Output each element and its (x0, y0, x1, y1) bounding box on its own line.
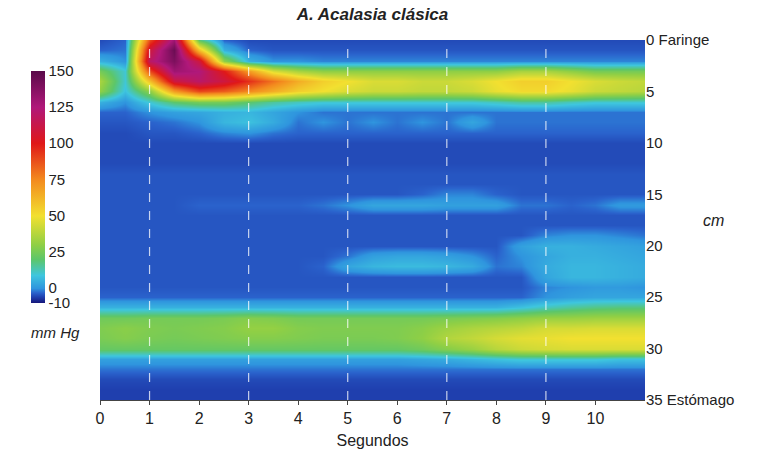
svg-text:-10: -10 (49, 294, 71, 311)
svg-text:1: 1 (145, 410, 154, 427)
svg-text:9: 9 (541, 410, 550, 427)
svg-text:A. Acalasia clásica: A. Acalasia clásica (296, 5, 449, 24)
svg-text:150: 150 (49, 62, 74, 79)
svg-text:10: 10 (646, 134, 663, 151)
svg-text:cm: cm (703, 212, 724, 229)
svg-text:0: 0 (96, 410, 105, 427)
svg-text:10: 10 (587, 410, 605, 427)
svg-text:4: 4 (294, 410, 303, 427)
svg-text:5: 5 (646, 83, 654, 100)
svg-text:8: 8 (492, 410, 501, 427)
svg-text:125: 125 (49, 98, 74, 115)
svg-text:7: 7 (442, 410, 451, 427)
svg-text:15: 15 (646, 186, 663, 203)
svg-text:0: 0 (49, 279, 57, 296)
svg-text:30: 30 (646, 340, 663, 357)
svg-text:mm Hg: mm Hg (31, 324, 80, 341)
svg-text:25: 25 (646, 288, 663, 305)
svg-text:100: 100 (49, 134, 74, 151)
svg-text:20: 20 (646, 237, 663, 254)
svg-text:5: 5 (343, 410, 352, 427)
svg-text:35 Estómago: 35 Estómago (646, 391, 734, 408)
svg-text:Segundos: Segundos (336, 432, 408, 449)
svg-text:6: 6 (393, 410, 402, 427)
svg-text:50: 50 (49, 207, 66, 224)
svg-text:3: 3 (244, 410, 253, 427)
svg-text:2: 2 (195, 410, 204, 427)
svg-text:25: 25 (49, 243, 66, 260)
svg-text:75: 75 (49, 171, 66, 188)
svg-text:0 Faringe: 0 Faringe (646, 31, 709, 48)
